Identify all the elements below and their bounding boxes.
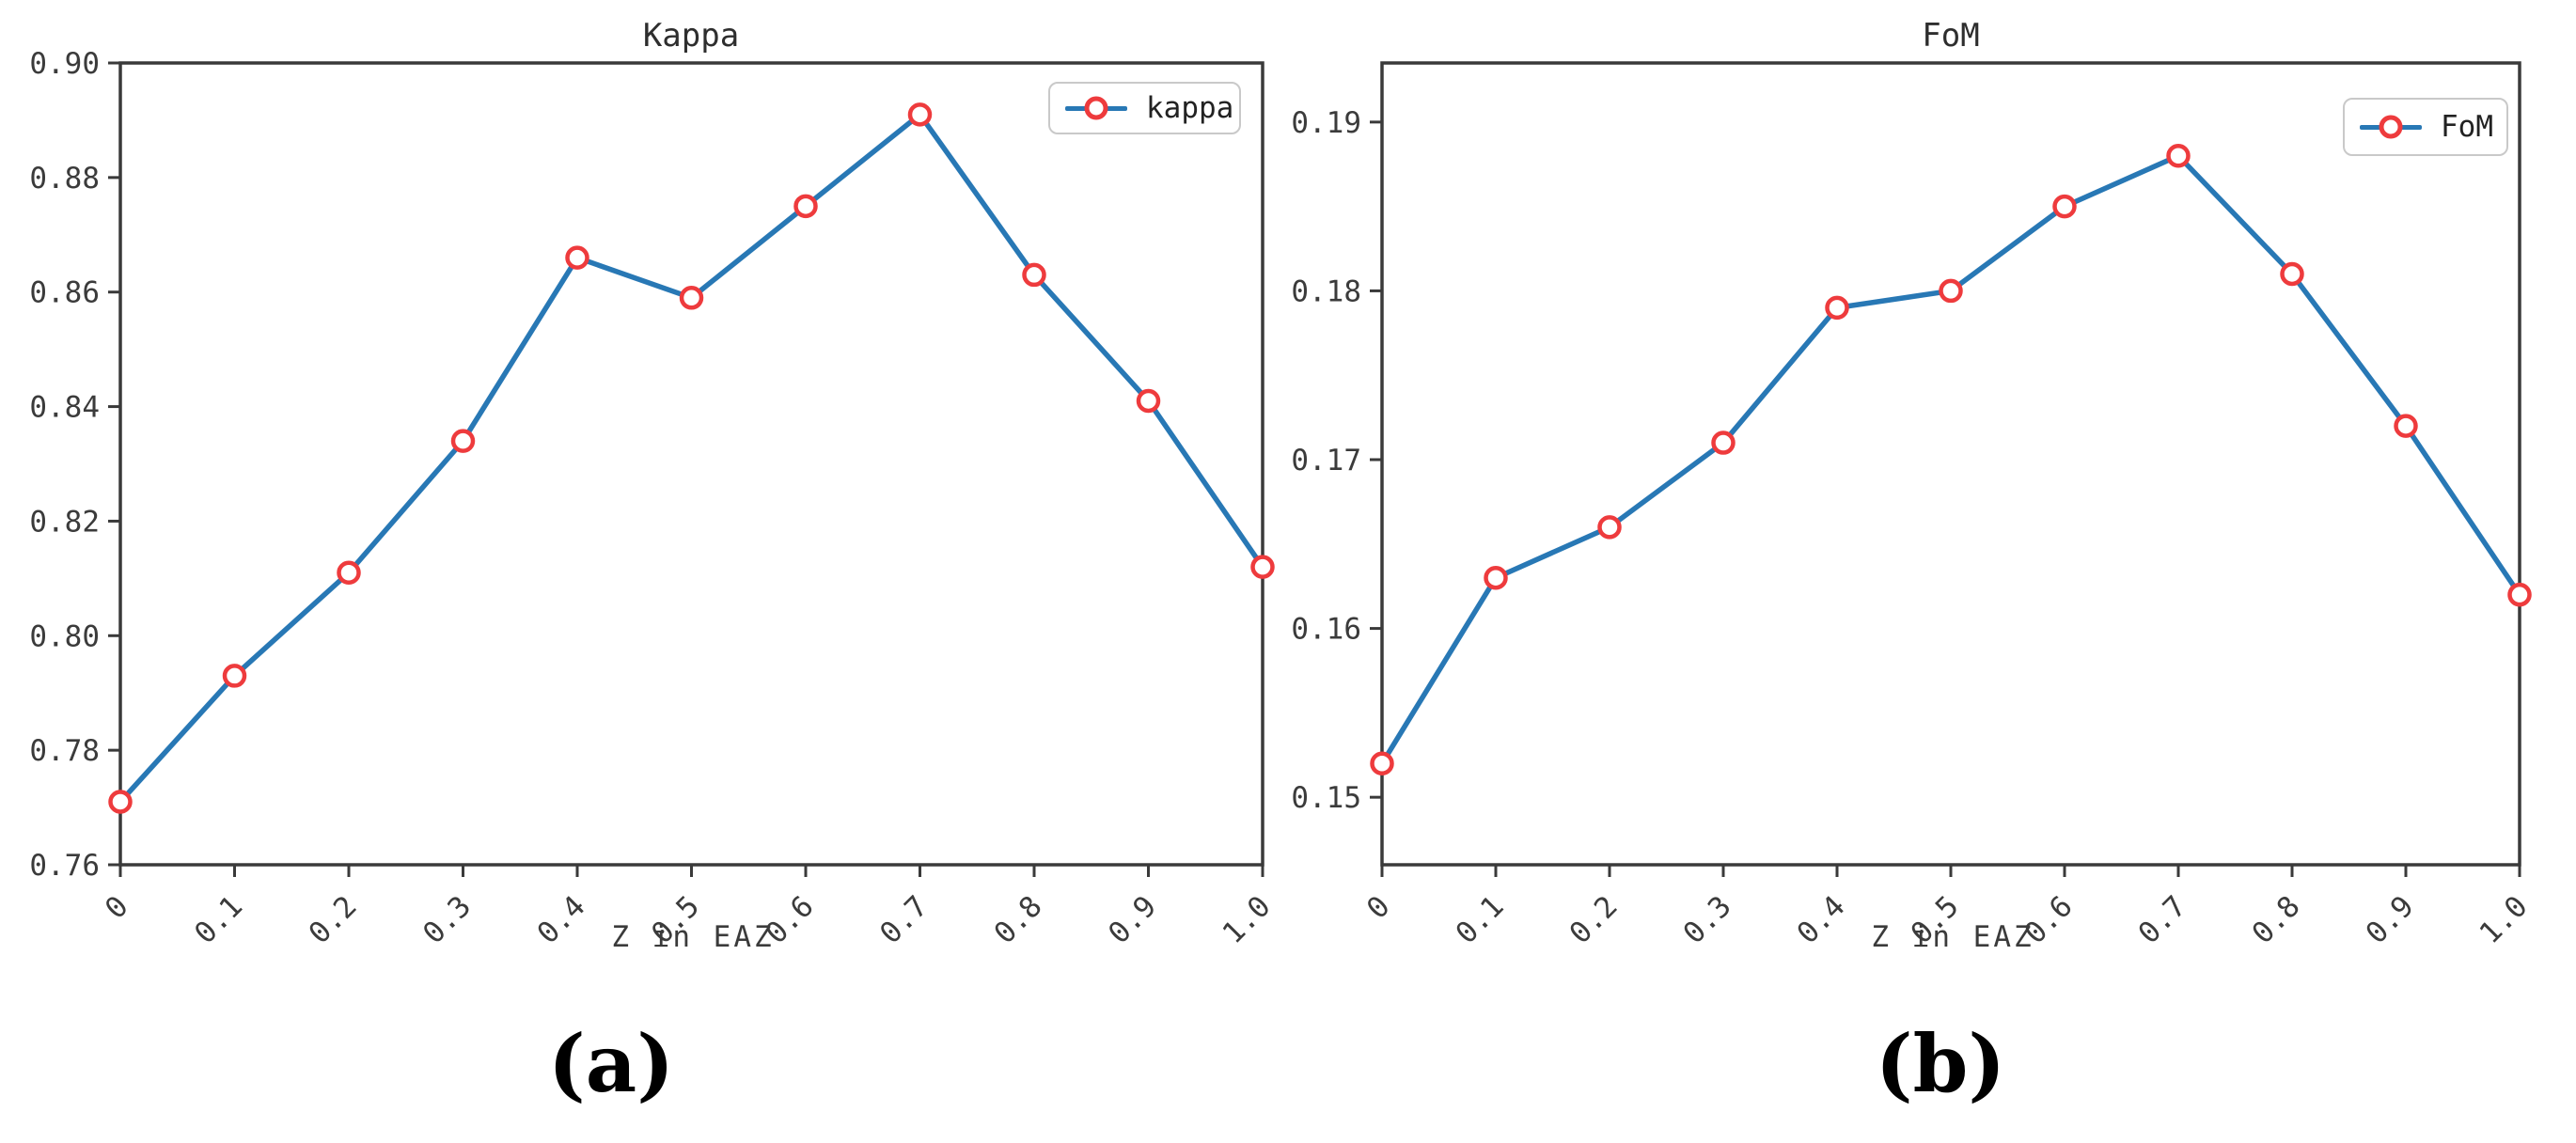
x-tick-label: 0 xyxy=(1360,889,1397,926)
data-point-kappa xyxy=(565,245,589,270)
legend-circle-marker-icon xyxy=(2379,115,2403,139)
data-point-kappa xyxy=(1022,262,1046,288)
x-tick-label: 0.2 xyxy=(1563,889,1625,950)
x-tick-label: 0 xyxy=(99,889,135,926)
caption-a: (a) xyxy=(548,1017,674,1110)
chart-a-plot-box xyxy=(118,61,1264,867)
data-point-kappa xyxy=(679,286,704,310)
x-tick-label: 0.4 xyxy=(531,889,592,950)
x-tick-label: 0.9 xyxy=(2360,889,2421,950)
y-tick-label: 0.78 xyxy=(29,734,100,768)
y-tick-label: 0.16 xyxy=(1291,613,1361,647)
data-point-kappa xyxy=(222,664,247,688)
y-tick-label: 0.84 xyxy=(29,391,100,425)
data-point-kappa xyxy=(1136,388,1161,414)
x-tick-label: 0.8 xyxy=(2246,889,2307,950)
x-tick-label: 0.1 xyxy=(188,889,249,950)
chart-b-title: FoM xyxy=(1922,17,1980,55)
chart-b-plot-box xyxy=(1380,61,2521,867)
x-tick-label: 0.8 xyxy=(988,889,1049,950)
y-tick-label: 0.80 xyxy=(29,619,100,653)
data-point-FoM xyxy=(2052,194,2077,219)
data-point-FoM xyxy=(2394,414,2418,438)
x-tick-label: 0.4 xyxy=(1791,889,1852,950)
data-point-FoM xyxy=(1939,278,1963,304)
chart-b-xlabel: Z in EAZ xyxy=(1871,920,2034,954)
chart-b-legend: FoM xyxy=(2343,98,2508,156)
caption-b: (b) xyxy=(1875,1017,2006,1110)
data-point-FoM xyxy=(2507,582,2532,607)
data-point-FoM xyxy=(1370,751,1394,776)
y-tick-label: 0.86 xyxy=(29,276,100,310)
data-point-FoM xyxy=(1484,565,1508,590)
x-tick-label: 0.1 xyxy=(1450,889,1511,950)
y-tick-label: 0.88 xyxy=(29,162,100,196)
data-point-kappa xyxy=(907,102,933,127)
x-tick-label: 0.3 xyxy=(416,889,478,950)
x-tick-label: 1.0 xyxy=(2474,889,2535,950)
x-tick-label: 0.9 xyxy=(1102,889,1163,950)
data-point-kappa xyxy=(793,194,818,219)
y-tick-label: 0.17 xyxy=(1291,444,1361,478)
data-point-FoM xyxy=(2280,261,2304,287)
data-point-FoM xyxy=(1825,295,1849,321)
data-point-FoM xyxy=(1711,431,1736,455)
data-point-kappa xyxy=(108,790,133,814)
legend-label: FoM xyxy=(2441,110,2493,144)
y-tick-label: 0.90 xyxy=(29,47,100,81)
chart-a-title: Kappa xyxy=(642,17,740,55)
chart-a-legend: kappa xyxy=(1048,82,1241,134)
legend-label: kappa xyxy=(1146,91,1234,125)
x-tick-label: 0.7 xyxy=(873,889,935,950)
data-point-kappa xyxy=(1250,555,1275,579)
data-point-kappa xyxy=(450,429,476,453)
y-tick-label: 0.18 xyxy=(1291,274,1361,308)
legend-line-sample xyxy=(1065,96,1127,120)
y-tick-label: 0.19 xyxy=(1291,106,1361,140)
legend-line-sample xyxy=(2360,115,2422,139)
legend-circle-marker-icon xyxy=(1084,96,1108,120)
data-point-FoM xyxy=(2166,144,2191,168)
data-point-FoM xyxy=(1597,515,1622,540)
x-tick-label: 0.7 xyxy=(2132,889,2193,950)
data-line-FoM xyxy=(1379,153,2522,767)
chart-a-xlabel: Z in EAZ xyxy=(611,920,775,954)
data-line-kappa xyxy=(118,112,1265,805)
x-tick-label: 0.3 xyxy=(1677,889,1738,950)
x-tick-label: 0.2 xyxy=(303,889,364,950)
data-point-kappa xyxy=(337,560,361,586)
y-tick-label: 0.76 xyxy=(29,849,100,883)
y-tick-label: 0.82 xyxy=(29,505,100,539)
x-tick-label: 1.0 xyxy=(1217,889,1278,950)
y-tick-label: 0.15 xyxy=(1291,781,1361,815)
